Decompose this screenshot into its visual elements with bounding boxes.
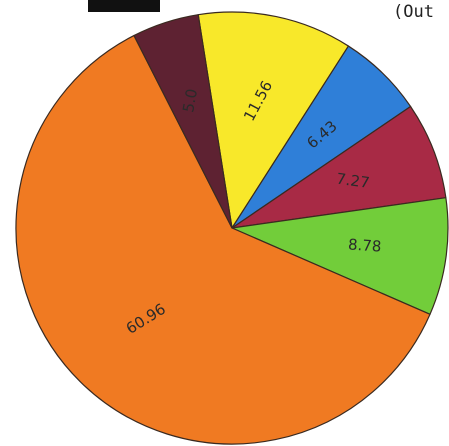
slice-label-7-27: 7.27 (335, 170, 371, 192)
header-partial-text: (Out (393, 2, 434, 22)
pie-slice-8-78 (231, 197, 449, 315)
pie-slice-11-56 (197, 11, 350, 229)
slice-label-8-78: 8.78 (347, 235, 382, 255)
slice-label-5-0: 5.0 (179, 87, 201, 114)
scribbled-title-marking (88, 0, 160, 12)
pie-slice-60-96 (15, 34, 431, 445)
pie-slice-7-27 (231, 105, 447, 229)
pie-slice-5-0 (133, 14, 233, 229)
pie-slices (15, 11, 449, 445)
